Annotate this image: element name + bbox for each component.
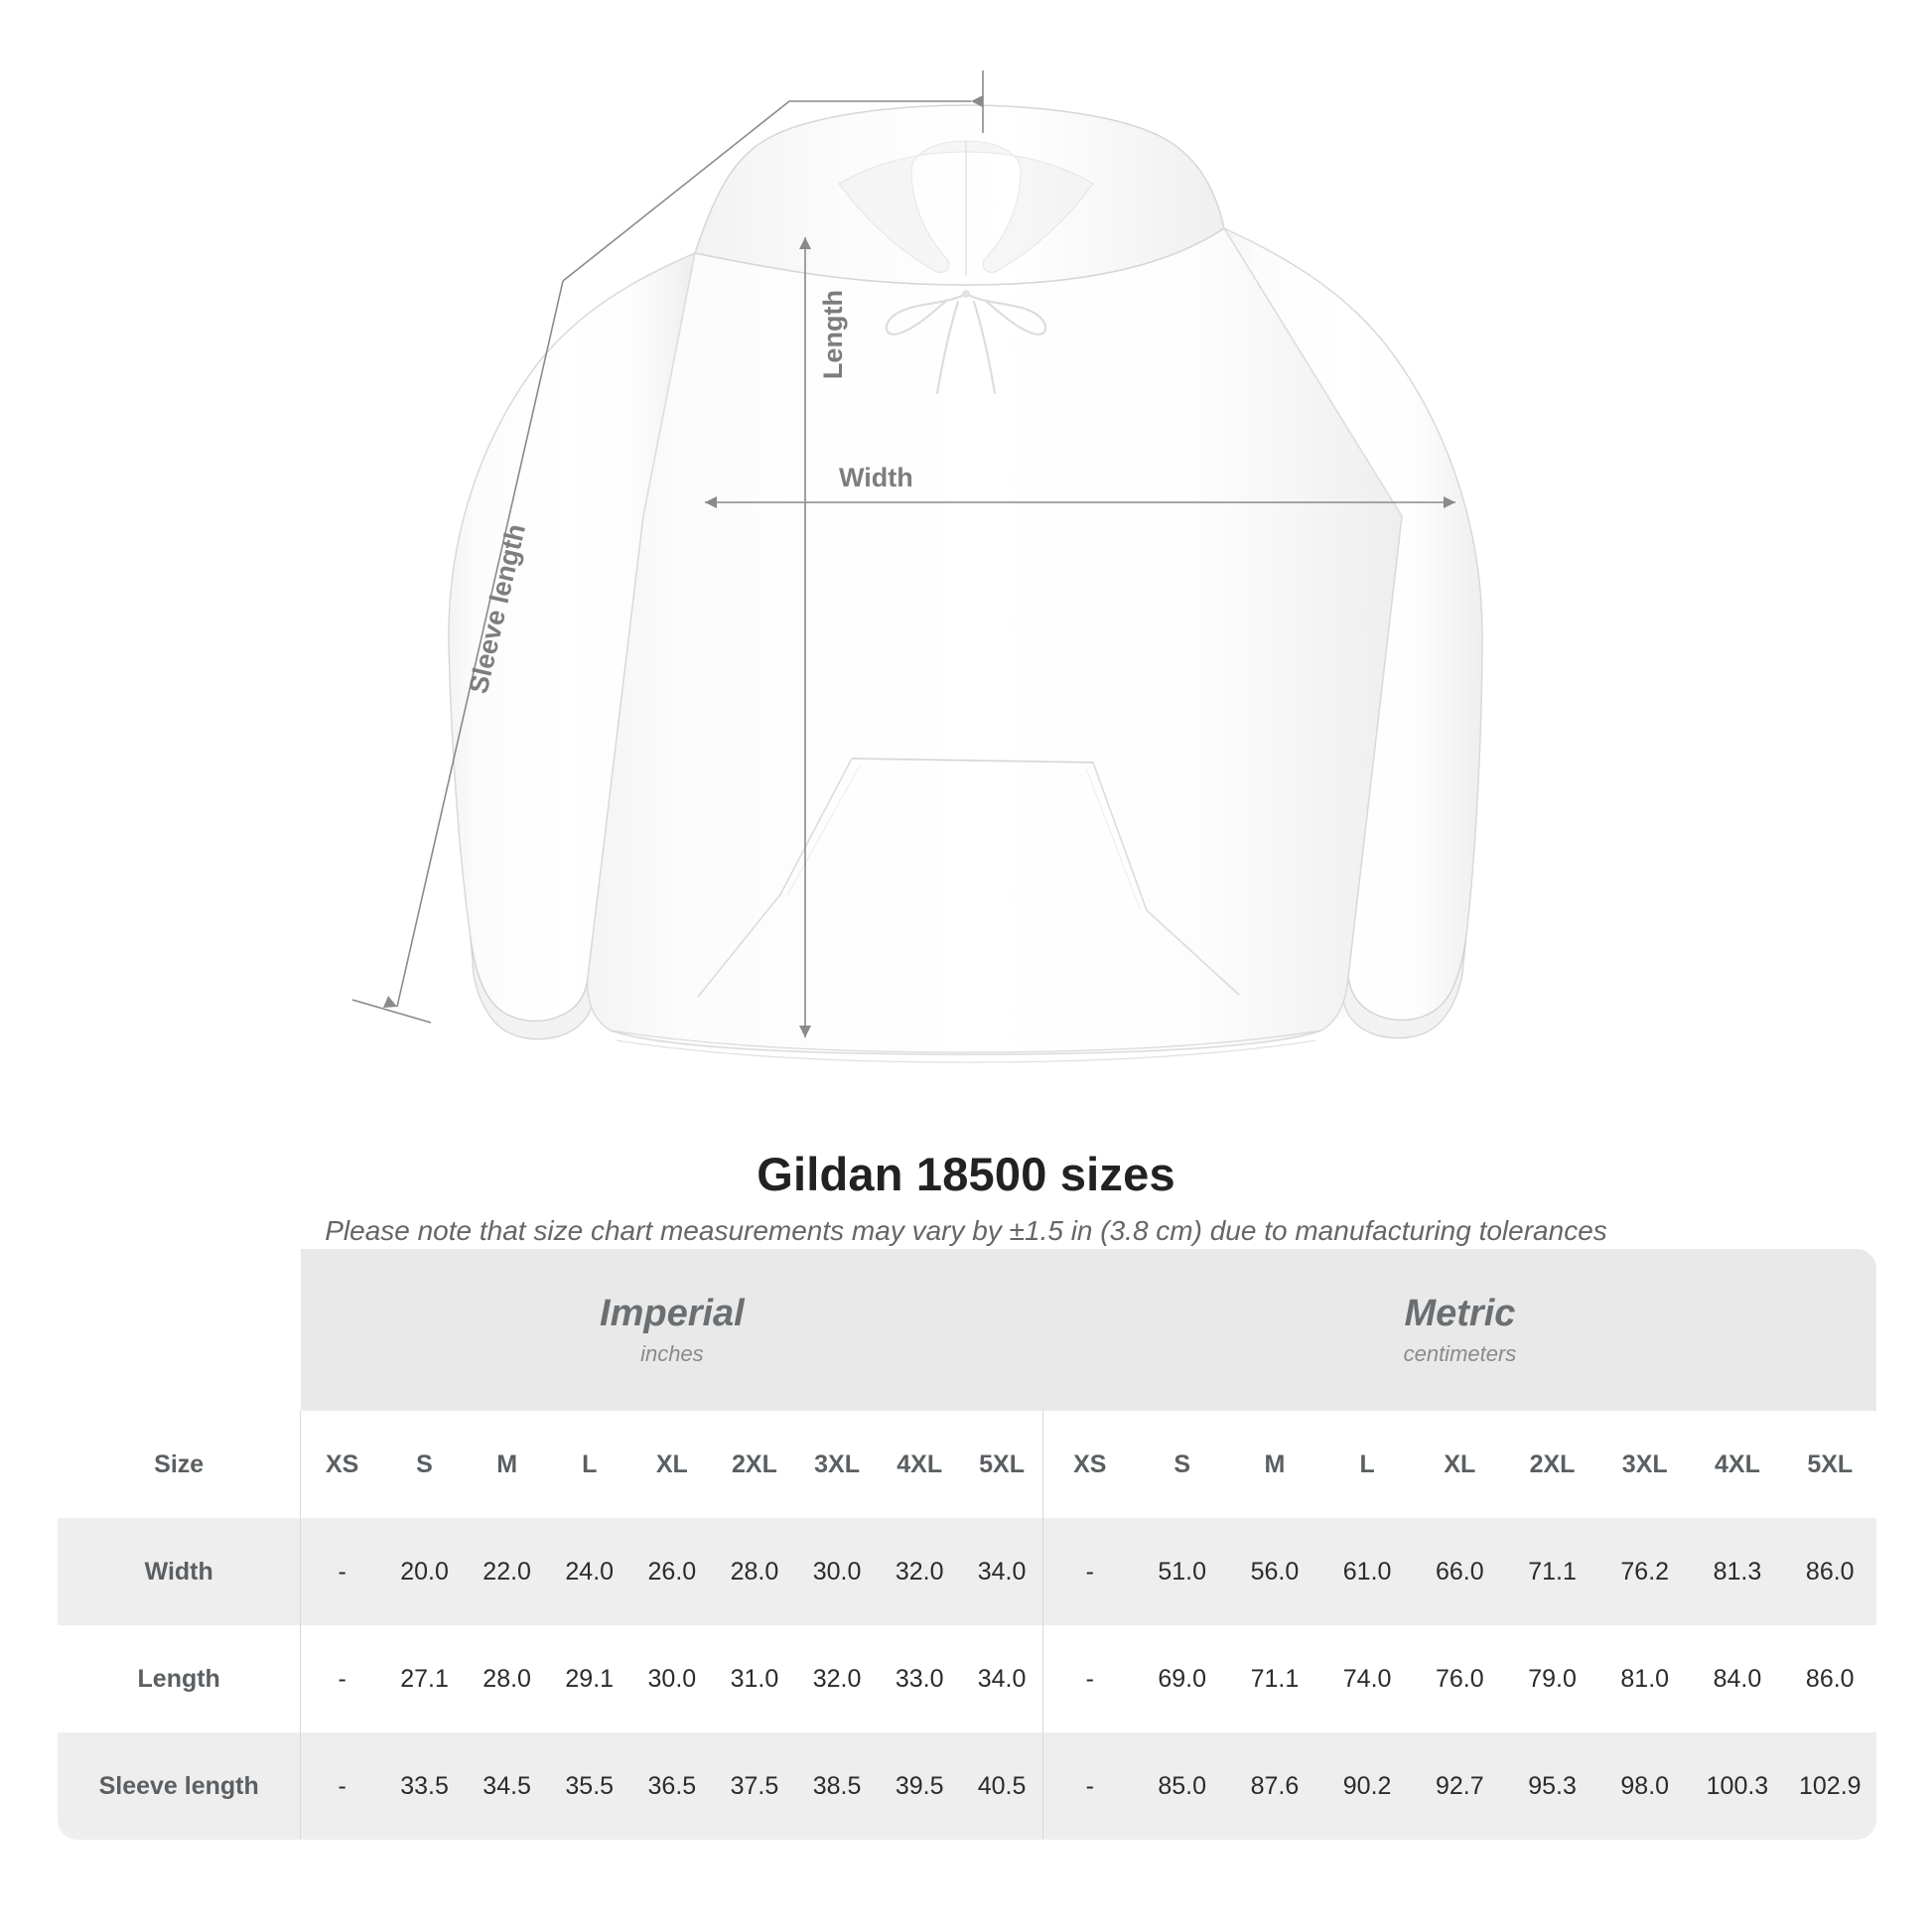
svg-text:Width: Width	[839, 463, 913, 492]
svg-text:Length: Length	[818, 290, 848, 379]
